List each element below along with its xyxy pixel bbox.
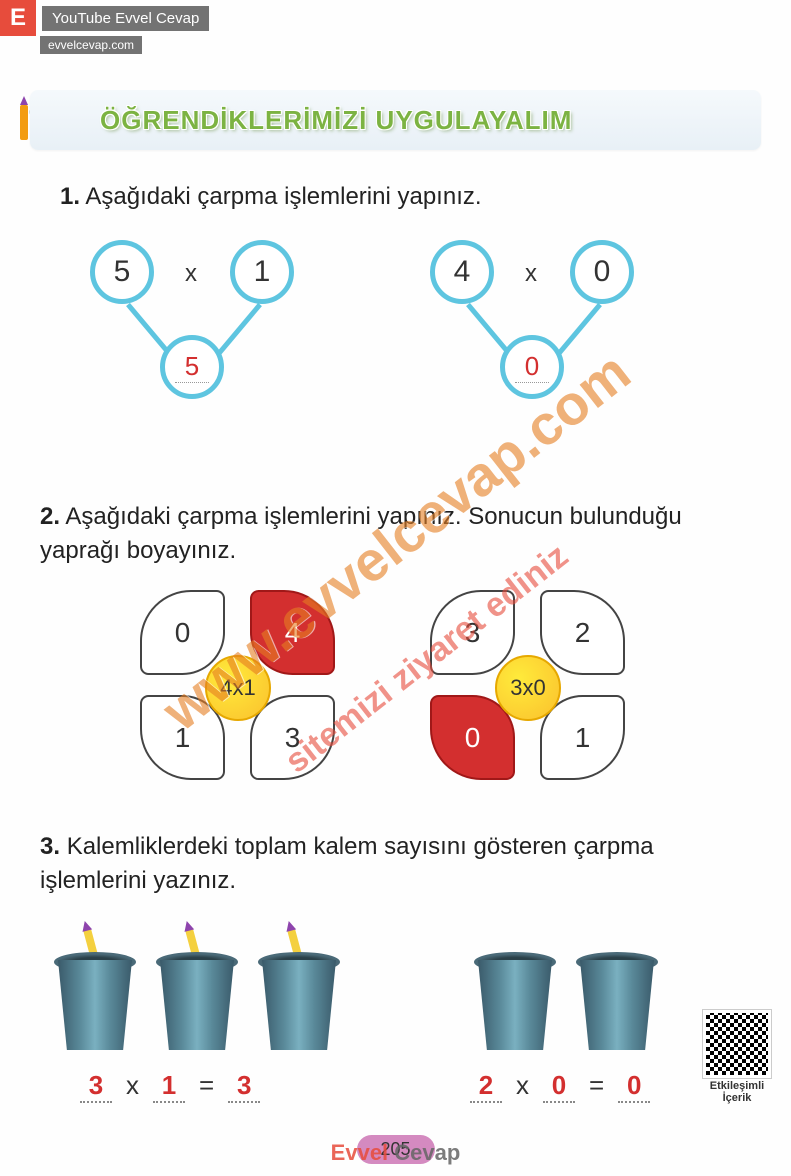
question-1: 1. Aşağıdaki çarpma işlemlerini yapınız. — [60, 180, 751, 214]
operand-circle: 4 — [430, 240, 494, 304]
eq-equals: = — [589, 1070, 604, 1101]
eq-blank: 2 — [470, 1070, 502, 1103]
cup-row-2 — [470, 930, 662, 1050]
brand-part-b: Cevap — [388, 1140, 460, 1165]
cup-icon — [470, 930, 560, 1050]
operator: x — [525, 260, 537, 288]
lesson-banner: ÖĞRENDİKLERİMİZİ UYGULAYALIM — [30, 90, 761, 150]
cup-row-1 — [50, 930, 344, 1050]
banner-title: ÖĞRENDİKLERİMİZİ UYGULAYALIM — [100, 105, 572, 136]
brand-part-a: Evvel — [331, 1140, 389, 1165]
flower-center: 4x1 — [205, 655, 271, 721]
cup-icon — [572, 930, 662, 1050]
q1-diagram-1: 5 x 1 5 — [90, 240, 310, 400]
result-circle: 0 — [500, 335, 564, 399]
eq-op: x — [126, 1070, 139, 1101]
petal-tr: 2 — [540, 590, 625, 675]
q3-text: Kalemliklerdeki toplam kalem sayısını gö… — [40, 833, 654, 894]
q2-text: Aşağıdaki çarpma işlemlerini yapınız. So… — [40, 503, 682, 564]
top-watermark: E YouTube Evvel Cevap — [0, 0, 209, 36]
eq-blank: 0 — [543, 1070, 575, 1103]
q1-text: Aşağıdaki çarpma işlemlerini yapınız. — [85, 183, 481, 210]
wm-youtube-label: YouTube Evvel Cevap — [42, 6, 209, 31]
petal-tl: 3 — [430, 590, 515, 675]
bottom-watermark: Evvel Cevap — [331, 1140, 461, 1166]
operand-circle: 1 — [230, 240, 294, 304]
answer-value: 5 — [175, 351, 209, 383]
cup-icon — [254, 930, 344, 1050]
qr-code-icon — [703, 1010, 771, 1078]
operand-circle: 0 — [570, 240, 634, 304]
equation-2: 2 x 0 = 0 — [470, 1070, 650, 1103]
eq-equals: = — [199, 1070, 214, 1101]
operand-circle: 5 — [90, 240, 154, 304]
cup-icon — [50, 930, 140, 1050]
eq-blank: 1 — [153, 1070, 185, 1103]
q1-diagram-2: 4 x 0 0 — [430, 240, 650, 400]
petal-tr: 4 — [250, 590, 335, 675]
petal-tl: 0 — [140, 590, 225, 675]
wm-site-label: evvelcevap.com — [40, 36, 142, 54]
q1-number: 1. — [60, 183, 80, 210]
question-2: 2. Aşağıdaki çarpma işlemlerini yapınız.… — [40, 500, 751, 567]
eq-blank: 3 — [228, 1070, 260, 1103]
result-circle: 5 — [160, 335, 224, 399]
flower-2: 3 2 0 1 3x0 — [420, 590, 640, 790]
equation-1: 3 x 1 = 3 — [80, 1070, 260, 1103]
operator: x — [185, 260, 197, 288]
answer-value: 0 — [515, 351, 549, 383]
qr-box: Etkileşimli İçerik — [701, 1010, 773, 1104]
q2-number: 2. — [40, 503, 60, 530]
eq-blank: 0 — [618, 1070, 650, 1103]
wm-logo: E — [0, 0, 36, 36]
qr-label: Etkileşimli İçerik — [701, 1080, 773, 1104]
flower-1: 0 4 1 3 4x1 — [130, 590, 350, 790]
question-3: 3. Kalemliklerdeki toplam kalem sayısını… — [40, 830, 751, 897]
eq-op: x — [516, 1070, 529, 1101]
cup-icon — [152, 930, 242, 1050]
flower-center: 3x0 — [495, 655, 561, 721]
q3-number: 3. — [40, 833, 60, 860]
eq-blank: 3 — [80, 1070, 112, 1103]
